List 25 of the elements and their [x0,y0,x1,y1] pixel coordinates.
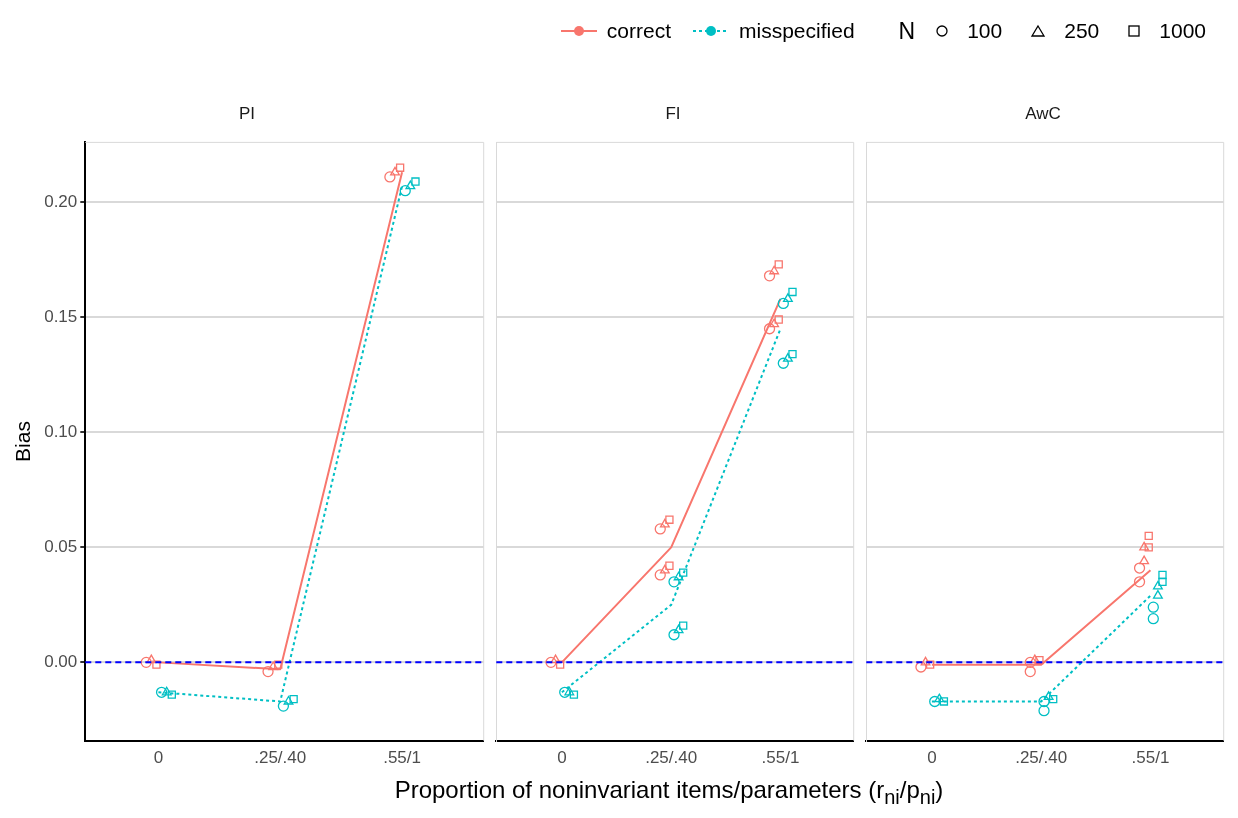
y-tick-label: 0.05 [44,537,78,557]
y-tick-label: 0.10 [44,421,78,441]
y-tick-label: 0.15 [44,306,78,326]
chart-title: PI [238,103,256,123]
y-tick-label: 0.00 [44,652,78,672]
x-tick-label: .25/.40 [1015,748,1068,768]
x-tick-label: 0 [927,748,937,768]
y-axis-title: Bias [11,421,35,462]
legend-title: N [898,17,916,45]
x-tick-label: 0 [153,748,164,768]
legend-label: misspecified [739,19,855,43]
text: 100 [967,19,1003,43]
legend-label: correct [606,19,672,43]
chart-title: FI [665,103,681,123]
y-tick-label: 0.20 [44,191,78,211]
x-tick-label: 0 [557,748,567,768]
x-tick-label: .55/1 [383,748,421,768]
text: 1000 [1159,19,1206,43]
x-axis-title: Proportion of noninvariant items/parameters (r$_{ni}$/p$_{ni}$) [393,776,945,809]
text: 250 [1064,19,1100,43]
chart-title: AwC [1025,103,1061,123]
x-tick-label: .25/.40 [254,748,307,768]
x-tick-label: .55/1 [761,748,800,768]
x-tick-label: .25/.40 [645,748,698,768]
x-tick-label: .55/1 [1131,748,1170,768]
